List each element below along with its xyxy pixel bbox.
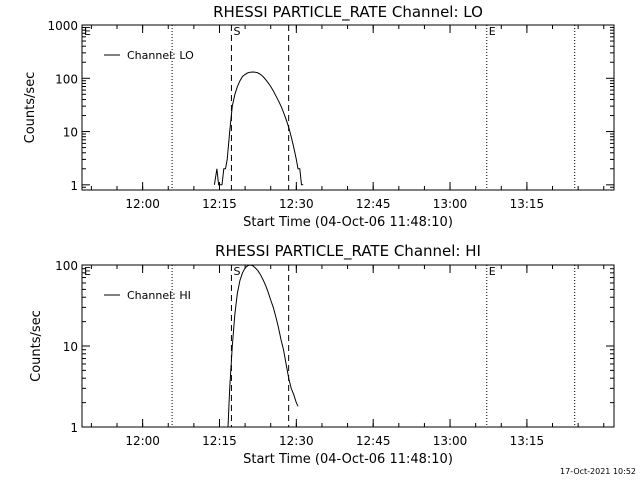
event-marker-label: E [489,25,496,38]
event-marker-label: S [233,265,240,278]
x-tick-label: 12:15 [202,434,237,448]
event-marker-label: E [84,25,91,38]
y-tick-label: 1000 [47,19,78,33]
x-tick-label: 12:30 [279,434,314,448]
event-marker-label: E [84,265,91,278]
x-tick-label: 13:00 [433,434,468,448]
y-tick-label: 10 [63,340,78,354]
series-line-1 [213,71,304,186]
x-tick-label: 12:30 [279,197,314,211]
event-marker-label: E [489,265,496,278]
y-tick-label: 1 [70,179,78,193]
chart-title: RHESSI PARTICLE_RATE Channel: HI [215,242,481,261]
x-axis-label: Start Time (04-Oct-06 11:48:10) [243,215,453,230]
x-tick-label: 12:45 [356,434,391,448]
legend-entry: Channel: LO [127,49,194,62]
x-tick-label: 12:45 [356,197,391,211]
footer-timestamp: 17-Oct-2021 10:52 [560,467,636,476]
x-tick-label: 13:00 [433,197,468,211]
y-axis-label: Counts/sec [29,310,44,382]
chart-title: RHESSI PARTICLE_RATE Channel: LO [213,3,483,22]
y-axis-label: Counts/sec [23,72,38,144]
y-tick-label: 100 [55,259,78,273]
x-tick-label: 12:00 [125,434,160,448]
series-line-1 [227,264,299,428]
x-tick-label: 13:15 [510,434,545,448]
event-marker-label: S [233,25,240,38]
y-tick-label: 100 [55,72,78,86]
y-tick-label: 1 [70,421,78,435]
x-tick-label: 12:15 [202,197,237,211]
y-tick-label: 10 [63,126,78,140]
x-tick-label: 12:00 [125,197,160,211]
x-axis-label: Start Time (04-Oct-06 11:48:10) [243,452,453,467]
legend-entry: Channel: HI [127,289,191,302]
x-tick-label: 13:15 [510,197,545,211]
